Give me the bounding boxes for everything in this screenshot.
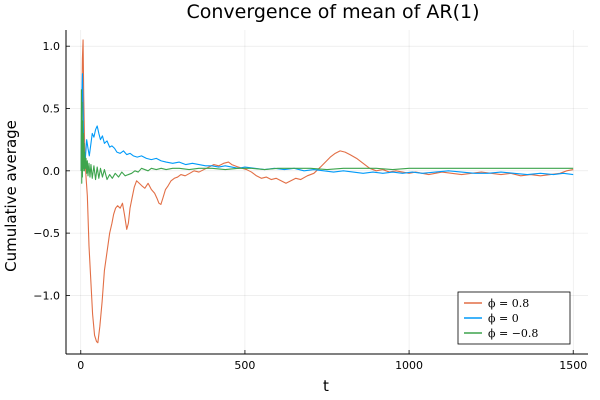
x-tick-label: 500: [234, 359, 255, 372]
x-tick-label: 0: [77, 359, 84, 372]
y-tick-label: −0.5: [33, 227, 60, 240]
chart-title: Convergence of mean of AR(1): [186, 1, 479, 23]
y-tick-label: 1.0: [43, 40, 61, 53]
grid-lines: [66, 30, 588, 354]
series-line-2: [80, 73, 574, 176]
y-tick-label: 0.0: [43, 165, 61, 178]
x-axis-label: t: [323, 377, 329, 395]
y-axis-ticks: −1.0 −0.5 0.0 0.5 1.0: [33, 40, 70, 302]
series-layer: [80, 39, 574, 344]
y-tick-label: 0.5: [43, 103, 61, 116]
plot-frame: [65, 30, 588, 355]
legend-label: ϕ = 0.8: [488, 297, 529, 310]
series-line-3: [80, 89, 574, 184]
legend-label: ϕ = −0.8: [488, 327, 538, 340]
legend: ϕ = 0.8 ϕ = 0 ϕ = −0.8: [457, 291, 571, 345]
x-tick-label: 1000: [395, 359, 423, 372]
legend-label: ϕ = 0: [488, 312, 519, 325]
y-tick-label: −1.0: [33, 289, 60, 302]
x-tick-label: 1500: [559, 359, 587, 372]
series-line-1: [80, 39, 574, 344]
y-axis-label: Cumulative average: [2, 120, 20, 272]
x-axis-ticks: 0 500 1000 1500: [77, 350, 587, 372]
